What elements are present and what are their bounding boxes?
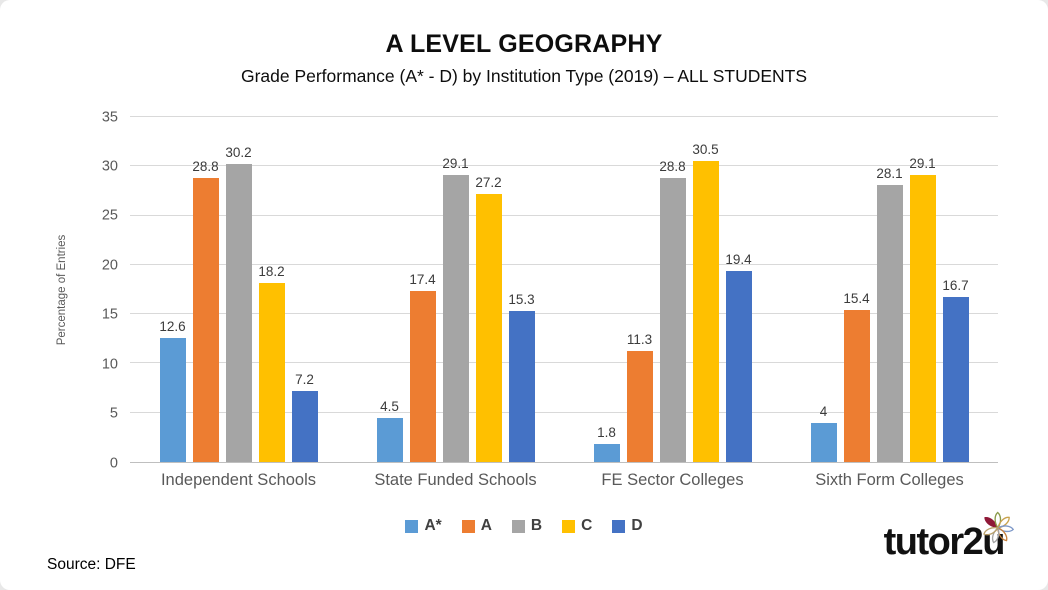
data-label: 15.4 (843, 291, 870, 307)
x-axis: Independent Schools State Funded Schools F… (130, 471, 998, 490)
legend-swatch (562, 519, 576, 533)
bar-d: 7.2 (291, 372, 318, 462)
gridline (130, 313, 998, 315)
data-label: 4 (819, 403, 828, 419)
plot-area: 12.6 28.8 30.2 18.2 7.2 4.5 17.4 29.1 27.2 15.3 1.… (130, 116, 998, 463)
gridline (130, 116, 998, 117)
y-axis: 0 5 10 15 20 25 30 35 (72, 110, 118, 470)
legend: A* A B C D (0, 517, 1048, 535)
bar-c: 18.2 (258, 264, 285, 462)
legend-label: C (581, 517, 593, 534)
bar-c: 30.5 (692, 142, 719, 462)
legend-item: D (612, 517, 643, 535)
data-label: 12.6 (159, 318, 186, 334)
data-label: 30.5 (692, 142, 719, 158)
data-label: 16.7 (942, 278, 969, 294)
flower-icon (974, 501, 1020, 552)
gridline (130, 214, 998, 216)
gridline (130, 362, 998, 364)
bar-a: 17.4 (409, 272, 436, 462)
bar-a: 28.8 (192, 159, 219, 462)
bar-astar: 12.6 (159, 319, 186, 462)
legend-swatch (461, 519, 475, 533)
y-tick-label: 35 (101, 108, 118, 125)
bar-b: 28.8 (659, 159, 686, 462)
data-label: 19.4 (725, 251, 752, 267)
bars-layer: 12.6 28.8 30.2 18.2 7.2 4.5 17.4 29.1 27.2 15.3 1.… (130, 117, 998, 462)
y-tick-label: 25 (101, 207, 118, 224)
bar-group: 4.5 17.4 29.1 27.2 15.3 (347, 117, 564, 462)
category-label: Independent Schools (160, 471, 317, 489)
y-tick-label: 0 (109, 454, 118, 471)
legend-swatch (511, 519, 525, 533)
legend-label: B (530, 517, 543, 534)
data-label: 4.5 (380, 398, 399, 414)
bar-b: 28.1 (876, 166, 903, 462)
bar-group: 12.6 28.8 30.2 18.2 7.2 (130, 117, 347, 462)
chart-title: A LEVEL GEOGRAPHY (385, 30, 663, 58)
legend-swatch (405, 519, 419, 533)
y-tick-label: 5 (109, 405, 118, 422)
logo-text-regular: tutor (883, 521, 965, 563)
legend-swatch (612, 519, 626, 533)
bar-a: 15.4 (843, 291, 870, 462)
legend-item: A (461, 517, 492, 535)
y-axis-title: Percentage of Entries (56, 234, 68, 346)
category-label: State Funded Schools (374, 471, 537, 489)
data-label: 1.8 (597, 425, 616, 441)
legend-item: C (562, 517, 592, 535)
bar-d: 16.7 (942, 278, 969, 462)
bar-a: 11.3 (626, 332, 653, 462)
y-tick-label: 15 (101, 306, 118, 323)
gridline (130, 165, 998, 167)
gridline (130, 411, 998, 413)
bar-c: 27.2 (475, 175, 502, 462)
data-label: 28.8 (192, 159, 219, 175)
data-label: 17.4 (409, 271, 436, 287)
data-label: 27.2 (475, 174, 502, 190)
data-label: 28.1 (876, 166, 903, 182)
bar-group: 4 15.4 28.1 29.1 16.7 (781, 117, 998, 462)
bar-d: 19.4 (725, 252, 752, 462)
tutor2u-logo: tutor 2u (883, 511, 1015, 564)
y-tick-label: 20 (101, 257, 118, 274)
chart-subtitle: Grade Performance (A* - D) by Institutio… (240, 66, 808, 86)
bar-astar: 4 (810, 404, 837, 462)
source-label: Source: DFE (47, 556, 136, 573)
data-label: 11.3 (626, 331, 653, 347)
data-label: 15.3 (508, 292, 535, 308)
y-tick-label: 30 (101, 158, 118, 175)
bar-group: 1.8 11.3 28.8 30.5 19.4 (564, 117, 781, 462)
data-label: 7.2 (295, 372, 314, 388)
legend-label: A (480, 517, 492, 534)
data-label: 28.8 (659, 159, 686, 175)
gridline (130, 263, 998, 265)
legend-item: A* (405, 517, 442, 535)
bar-b: 29.1 (442, 156, 469, 462)
legend-label: A* (424, 517, 442, 534)
bar-astar: 4.5 (376, 399, 403, 462)
legend-item: B (511, 517, 543, 535)
bar-astar: 1.8 (593, 425, 620, 462)
category-label: Sixth Form Colleges (815, 471, 964, 489)
y-tick-label: 10 (101, 355, 118, 372)
data-label: 29.1 (442, 156, 469, 172)
data-label: 29.1 (909, 156, 936, 172)
bar-b: 30.2 (225, 145, 252, 462)
category-label: FE Sector Colleges (601, 471, 744, 489)
data-label: 30.2 (225, 145, 252, 161)
bar-c: 29.1 (909, 156, 936, 462)
gridline-layer (130, 116, 998, 462)
legend-label: D (631, 517, 643, 534)
data-label: 18.2 (258, 263, 285, 279)
bar-d: 15.3 (508, 292, 535, 462)
